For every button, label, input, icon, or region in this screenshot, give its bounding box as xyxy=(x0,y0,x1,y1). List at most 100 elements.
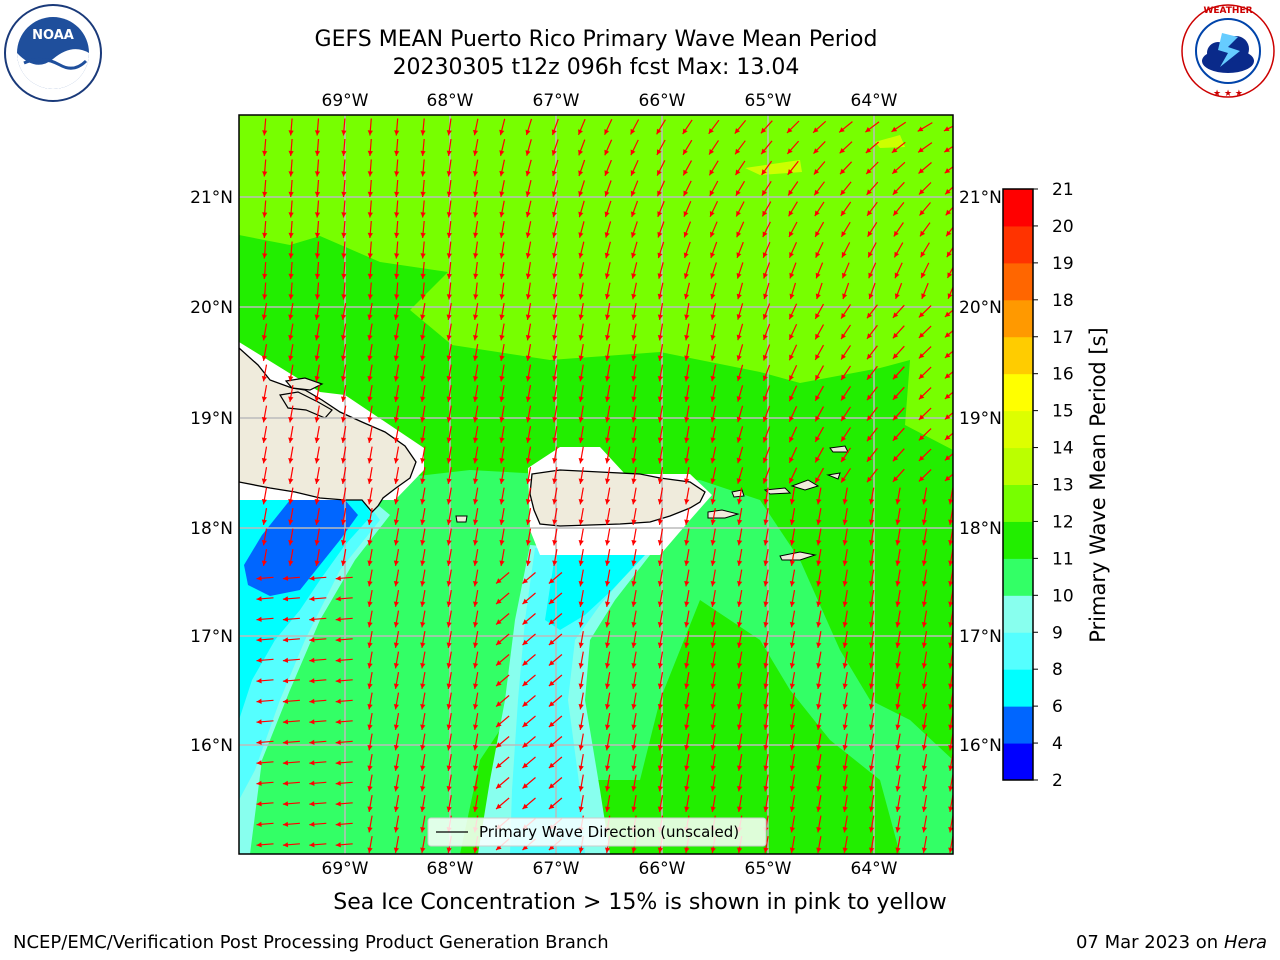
wave-arrow-head xyxy=(657,190,662,197)
wave-arrow-head xyxy=(552,211,557,218)
wave-arrow-head xyxy=(341,130,347,136)
wave-arrow-head xyxy=(631,540,637,546)
wave-arrow-head xyxy=(496,619,502,625)
wave-arrow-head xyxy=(499,150,505,156)
wave-arrow-head xyxy=(921,560,927,566)
wave-arrow-head xyxy=(341,519,347,525)
wave-arrow-head xyxy=(763,519,769,525)
wave-arrow-head xyxy=(420,294,426,300)
wave-arrow-head xyxy=(393,663,399,669)
wave-arrow-head xyxy=(841,251,847,258)
wave-arrow-head xyxy=(261,540,267,546)
wave-arrow-head xyxy=(816,806,822,812)
wave-arrow-head xyxy=(710,704,716,710)
wave-arrow-head xyxy=(578,806,584,812)
wave-arrow-head xyxy=(816,499,822,505)
wave-arrow-head xyxy=(420,191,426,197)
wave-arrow-head xyxy=(499,560,505,566)
wave-arrow-head xyxy=(473,683,479,689)
wave-arrow-head xyxy=(496,742,502,748)
wave-arrow-head xyxy=(657,560,663,566)
wave-arrow-head xyxy=(605,704,611,710)
wave-arrow-head xyxy=(578,519,584,525)
wave-arrow-head xyxy=(762,231,768,238)
wave-arrow-head xyxy=(631,396,637,402)
wave-arrow-head xyxy=(314,478,320,484)
wave-arrow-head xyxy=(446,376,452,382)
wave-arrow-head xyxy=(499,355,505,361)
wave-arrow-head xyxy=(657,376,663,382)
wave-arrow-head xyxy=(736,231,742,238)
colorbar-segment xyxy=(1003,299,1033,338)
wave-arrow-head xyxy=(815,415,820,422)
wave-arrow-head xyxy=(393,806,399,812)
wave-arrow-head xyxy=(684,314,690,320)
wave-arrow-head xyxy=(578,417,584,423)
wave-arrow-head xyxy=(737,847,743,853)
wave-arrow-head xyxy=(341,355,347,361)
wave-arrow-head xyxy=(710,375,716,382)
wave-arrow-head xyxy=(578,149,583,156)
wave-arrow-head xyxy=(605,642,611,648)
wave-arrow-head xyxy=(367,827,373,833)
wave-arrow-head xyxy=(657,704,663,710)
wave-arrow-head xyxy=(367,314,373,320)
wave-arrow-head xyxy=(891,126,898,132)
wave-arrow-head xyxy=(522,598,528,604)
wave-arrow-head xyxy=(314,560,320,566)
wave-arrow-head xyxy=(335,698,341,704)
wave-arrow-head xyxy=(605,437,611,443)
wave-arrow-head xyxy=(921,765,927,771)
wave-arrow-head xyxy=(314,171,321,177)
wave-arrow-head xyxy=(420,622,426,628)
wave-arrow-head xyxy=(684,745,690,751)
wave-arrow-head xyxy=(631,293,637,300)
wave-arrow-head xyxy=(789,745,795,751)
wave-arrow-head xyxy=(256,821,262,827)
lat-ticks-right: 21°N 20°N 19°N 18°N 17°N 16°N xyxy=(959,188,1002,756)
wave-arrow-head xyxy=(446,745,452,751)
wave-arrow-head xyxy=(815,354,820,360)
wave-arrow-head xyxy=(710,663,716,669)
wave-arrow-head xyxy=(631,622,637,628)
wave-arrow-head xyxy=(552,417,558,423)
wave-arrow-head xyxy=(892,353,899,359)
lon-tick-top: 68°W xyxy=(427,91,474,111)
wave-arrow-head xyxy=(525,478,531,484)
wave-arrow-head xyxy=(499,458,505,464)
wave-arrow-head xyxy=(367,478,373,484)
wave-arrow-head xyxy=(841,415,846,422)
wave-arrow-head xyxy=(842,642,848,648)
wave-arrow-head xyxy=(630,149,636,156)
wave-arrow-head xyxy=(710,560,716,566)
wave-arrow-head xyxy=(578,129,583,135)
wave-arrow-head xyxy=(816,663,822,669)
wave-arrow-head xyxy=(710,581,716,587)
wave-arrow-head xyxy=(393,622,399,628)
wave-arrow-head xyxy=(842,272,847,279)
wave-arrow-head xyxy=(895,663,901,669)
wave-arrow-head xyxy=(763,540,769,546)
wave-arrow-head xyxy=(631,335,637,341)
wave-arrow-head xyxy=(605,540,611,546)
wave-arrow-head xyxy=(604,273,610,279)
wave-arrow-head xyxy=(892,455,899,462)
wave-arrow-head xyxy=(367,765,373,771)
wave-arrow-head xyxy=(789,847,795,853)
wave-arrow-head xyxy=(948,642,953,648)
wave-arrow-head xyxy=(736,457,742,464)
wave-arrow-head xyxy=(604,149,610,156)
wave-arrow-head xyxy=(684,458,690,464)
wave-arrow-head xyxy=(789,231,794,237)
wave-arrow-head xyxy=(552,396,558,402)
wave-arrow-head xyxy=(341,294,347,300)
wave-arrow-head xyxy=(578,458,584,464)
wave-arrow-head xyxy=(496,639,502,645)
wave-arrow-head xyxy=(948,560,953,566)
wave-arrow-head xyxy=(657,724,663,730)
wave-arrow-head xyxy=(815,293,821,300)
wave-arrow-head xyxy=(367,581,373,587)
wave-arrow-head xyxy=(473,458,479,464)
wave-arrow-head xyxy=(548,721,555,727)
wave-arrow-head xyxy=(367,437,373,443)
